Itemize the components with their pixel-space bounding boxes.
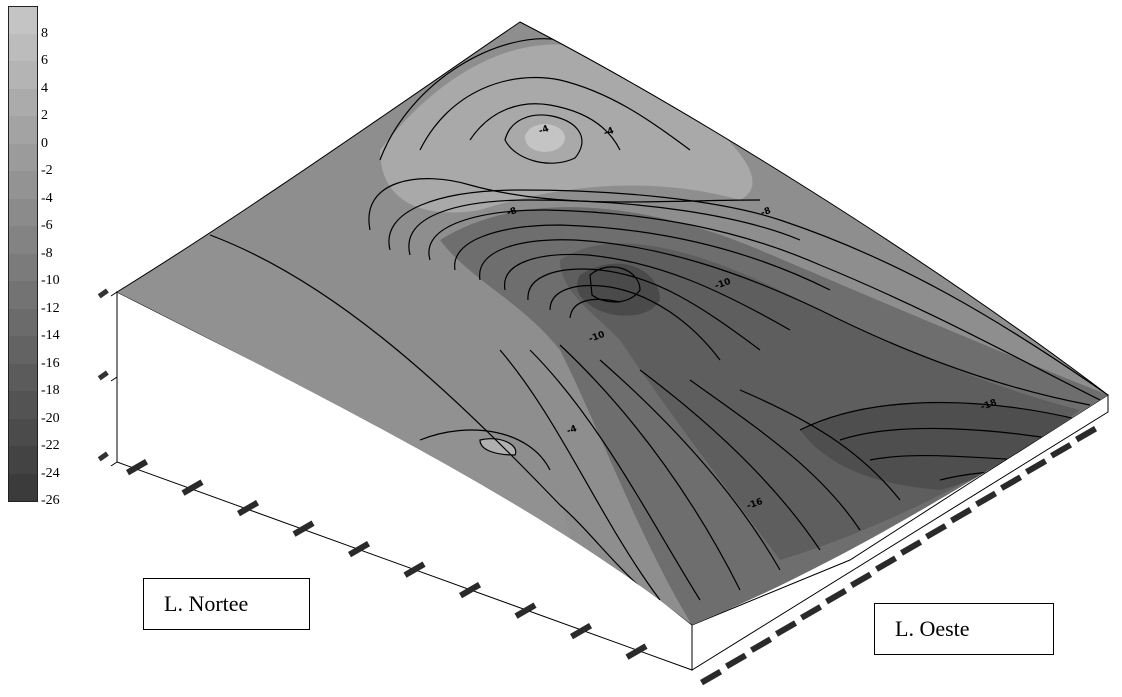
legend-swatch [8,253,38,282]
legend-label: -6 [41,218,53,233]
legend-swatch [8,6,38,35]
north-tick-label [514,602,537,619]
legend-label: -2 [41,163,53,178]
west-tick-label [875,555,898,572]
north-tick-label [181,479,204,496]
color-legend: 8 6 4 2 0 -2 -4 -6 -8 -10 -12 -14 -16 -18 -20 -22 -24 -26 [8,6,68,508]
z-tick-mark [97,288,109,299]
north-tick-label [403,561,426,578]
legend-swatch [8,391,38,420]
legend-label: 4 [41,80,48,96]
west-tick-label [899,539,923,556]
legend-swatch [8,473,38,502]
legend-label: 6 [41,53,48,68]
legend-label: -20 [41,410,60,426]
north-tick-label [237,500,260,517]
legend-swatch [8,226,38,255]
z-tick-mark [97,451,109,462]
north-axis-label: L. Nortee [143,578,310,630]
west-tick-label [1000,474,1023,491]
west-tick-label [1050,442,1073,459]
z-tick-mark [97,370,109,381]
legend-swatch [8,171,38,200]
north-tick-label [459,582,482,599]
legend-label: 2 [41,108,48,123]
contour-label: -4 [603,126,616,139]
west-tick-label [825,588,848,605]
contour-label: -4 [538,124,551,137]
legend-label: 0 [41,135,48,151]
north-tick-label [625,643,648,660]
legend-label: -14 [41,328,60,343]
legend-label: -22 [41,438,60,453]
legend-label: -18 [41,383,60,398]
legend-swatch [8,198,38,227]
legend-label: -8 [41,245,53,261]
contour-label: -8 [506,206,519,219]
legend-swatch [8,33,38,62]
legend-label: -16 [41,355,60,371]
legend-label: -4 [41,190,53,206]
legend-swatch [8,116,38,145]
north-tick-label [125,459,149,476]
legend-label: -24 [41,465,60,481]
legend-swatch [8,88,38,117]
legend-swatch [8,363,38,392]
legend-swatch [8,308,38,337]
legend-swatch [8,281,38,310]
west-axis-label: L. Oeste [874,603,1054,655]
legend-label: -26 [41,493,60,508]
north-tick-label [292,520,315,537]
contour-label: -4 [566,424,579,437]
legend-swatch [8,418,38,447]
contour-label: -8 [760,206,773,219]
north-tick-label [570,623,593,640]
legend-swatch [8,61,38,90]
west-tick-label [774,620,798,637]
legend-label: -12 [41,300,60,316]
west-tick-label [724,652,748,669]
legend-swatch [8,143,38,172]
legend-label: -10 [41,273,60,288]
west-tick-label [974,490,998,507]
west-tick-label [849,571,873,588]
legend-label: 8 [41,25,48,41]
west-tick-label [1075,426,1098,443]
legend-swatch [8,446,38,475]
west-tick-label [750,636,773,653]
west-tick-label [799,604,823,621]
west-tick-label [1025,458,1048,475]
legend-swatch [8,336,38,365]
west-tick-label [925,523,948,540]
north-tick-label [347,541,371,558]
west-tick-label [700,669,723,686]
west-tick-label [949,507,973,524]
